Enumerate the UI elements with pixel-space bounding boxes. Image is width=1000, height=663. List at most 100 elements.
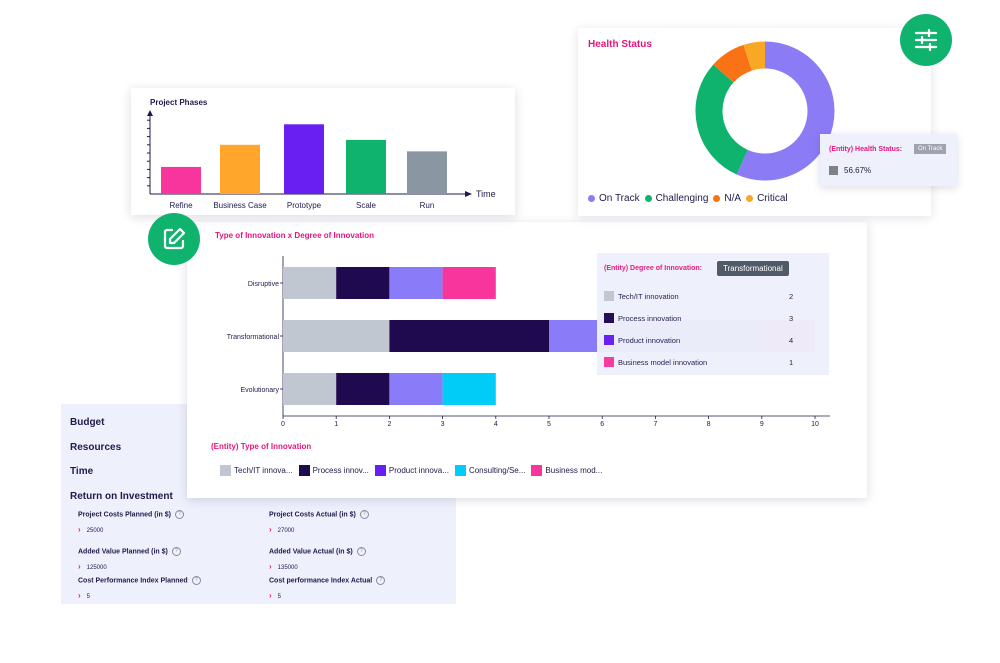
legend-item[interactable]: Critical: [746, 193, 788, 204]
project-phases-card: Project Phases Refine Business Case Protot…: [131, 88, 515, 215]
stacked-bar-segment: [336, 267, 390, 299]
legend-swatch: [220, 465, 231, 476]
legend-dot: [746, 195, 754, 202]
legend-item[interactable]: N/A: [713, 193, 741, 204]
health-donut-chart: [695, 41, 835, 181]
help-icon[interactable]: ?: [376, 576, 386, 585]
metric-label: Project Costs Actual (in $)?: [269, 510, 369, 519]
x-tick-label: 10: [811, 421, 819, 428]
tooltip-row: Business model innovation 1: [604, 357, 794, 367]
legend-item[interactable]: On Track: [588, 193, 640, 204]
y-tick-label: Evolutionary: [240, 387, 279, 394]
donut-slice: [695, 64, 749, 175]
x-tick-label: 0: [281, 421, 285, 428]
chevron-right-icon[interactable]: ›: [269, 525, 272, 534]
edit-button[interactable]: [148, 213, 200, 265]
resources-row[interactable]: Resources: [70, 442, 122, 453]
tooltip-swatch: [829, 166, 838, 175]
metric-label: Project Costs Planned (in $)?: [78, 510, 184, 519]
stacked-bar-segment: [283, 267, 337, 299]
metric-label: Cost Performance Index Planned?: [78, 576, 201, 585]
legend-item[interactable]: Tech/IT innova...: [220, 465, 293, 476]
legend-item[interactable]: Product innova...: [374, 465, 449, 476]
legend-item[interactable]: Process innov...: [298, 465, 369, 476]
degree-tooltip: (Entity) Degree of Innovation: Transform…: [597, 253, 829, 375]
innovation-legend: Tech/IT innova... Process innov... Produ…: [220, 465, 608, 476]
legend-item[interactable]: Challenging: [644, 193, 708, 204]
phase-bar: [284, 124, 324, 194]
stacked-bar-segment: [389, 373, 443, 405]
tooltip-value: 56.67%: [844, 166, 872, 175]
phase-tick-label: Business Case: [213, 201, 267, 210]
x-tick-label: 1: [334, 421, 338, 428]
chevron-right-icon[interactable]: ›: [78, 562, 81, 571]
legend-item[interactable]: Business mod...: [531, 465, 602, 476]
donut-slice: [713, 44, 753, 84]
legend-swatch: [454, 465, 466, 476]
tooltip-swatch: [604, 313, 614, 323]
phase-tick-label: Run: [420, 201, 435, 210]
sliders-icon: [914, 28, 938, 52]
stacked-bar-segment: [283, 320, 390, 352]
project-phases-title: Project Phases: [150, 98, 208, 107]
budget-row[interactable]: Budget: [70, 417, 105, 428]
innovation-chart-title: Type of Innovation x Degree of Innovatio…: [215, 231, 374, 240]
health-status-card: Health Status On Track Challenging N/A C…: [578, 28, 931, 216]
legend-swatch: [374, 465, 386, 476]
project-phases-chart: Refine Business Case Prototype Scale Run Tim…: [147, 110, 496, 210]
help-icon[interactable]: ?: [174, 510, 184, 519]
time-row[interactable]: Time: [70, 466, 94, 477]
x-tick-label: 6: [600, 421, 604, 428]
stacked-bar-segment: [389, 267, 443, 299]
x-axis-arrow: [465, 191, 472, 197]
help-icon[interactable]: ?: [191, 576, 201, 585]
filter-button[interactable]: [900, 14, 952, 66]
tooltip-header: (Entity) Degree of Innovation:: [604, 265, 702, 272]
metric-value: › 5: [269, 591, 282, 600]
tooltip-swatch: [604, 335, 614, 345]
legend-dot: [644, 195, 652, 202]
x-tick-label: 7: [653, 421, 657, 428]
tooltip-header: (Entity) Health Status:: [829, 146, 903, 153]
x-tick-label: 9: [760, 421, 764, 428]
stacked-bar-segment: [442, 267, 496, 299]
legend-item[interactable]: Consulting/Se...: [454, 465, 525, 476]
health-tooltip: (Entity) Health Status: On Track 56.67%: [820, 134, 957, 186]
x-tick-label: 2: [387, 421, 391, 428]
help-icon[interactable]: ?: [171, 547, 181, 556]
tooltip-swatch: [604, 291, 614, 301]
phase-tick-label: Refine: [169, 201, 193, 210]
help-icon[interactable]: ?: [356, 547, 366, 556]
x-tick-label: 5: [547, 421, 551, 428]
chevron-right-icon[interactable]: ›: [78, 591, 81, 600]
x-tick-label: 8: [707, 421, 711, 428]
stacked-bar-segment: [336, 373, 390, 405]
x-tick-label: 3: [441, 421, 445, 428]
metric-label: Added Value Actual (in $)?: [269, 547, 366, 556]
metric-value: › 135000: [269, 562, 298, 571]
chevron-right-icon[interactable]: ›: [78, 525, 81, 534]
tooltip-swatch: [604, 357, 614, 367]
tooltip-row: Tech/IT innovation 2: [604, 291, 794, 301]
phase-tick-label: Prototype: [287, 201, 322, 210]
metric-label: Added Value Planned (in $)?: [78, 547, 181, 556]
phase-bar: [161, 166, 201, 194]
metric-value: › 27000: [269, 525, 295, 534]
phase-bar: [346, 139, 386, 194]
tooltip-tag: Transformational: [717, 261, 789, 276]
metric-value: › 5: [78, 591, 91, 600]
chevron-right-icon[interactable]: ›: [269, 562, 272, 571]
chevron-right-icon[interactable]: ›: [269, 591, 272, 600]
type-of-innovation-title: (Entity) Type of Innovation: [211, 442, 312, 451]
y-axis-arrow: [147, 110, 153, 116]
legend-dot: [588, 195, 595, 202]
phase-bar: [220, 144, 260, 194]
metric-value: › 25000: [78, 525, 104, 534]
help-icon[interactable]: ?: [359, 510, 369, 519]
roi-row[interactable]: Return on Investment: [70, 491, 173, 502]
stacked-bar-segment: [389, 320, 549, 352]
legend-dot: [713, 195, 721, 202]
legend-swatch: [531, 465, 543, 476]
tooltip-row: Process innovation 3: [604, 313, 794, 323]
health-legend: On Track Challenging N/A Critical: [588, 193, 793, 204]
